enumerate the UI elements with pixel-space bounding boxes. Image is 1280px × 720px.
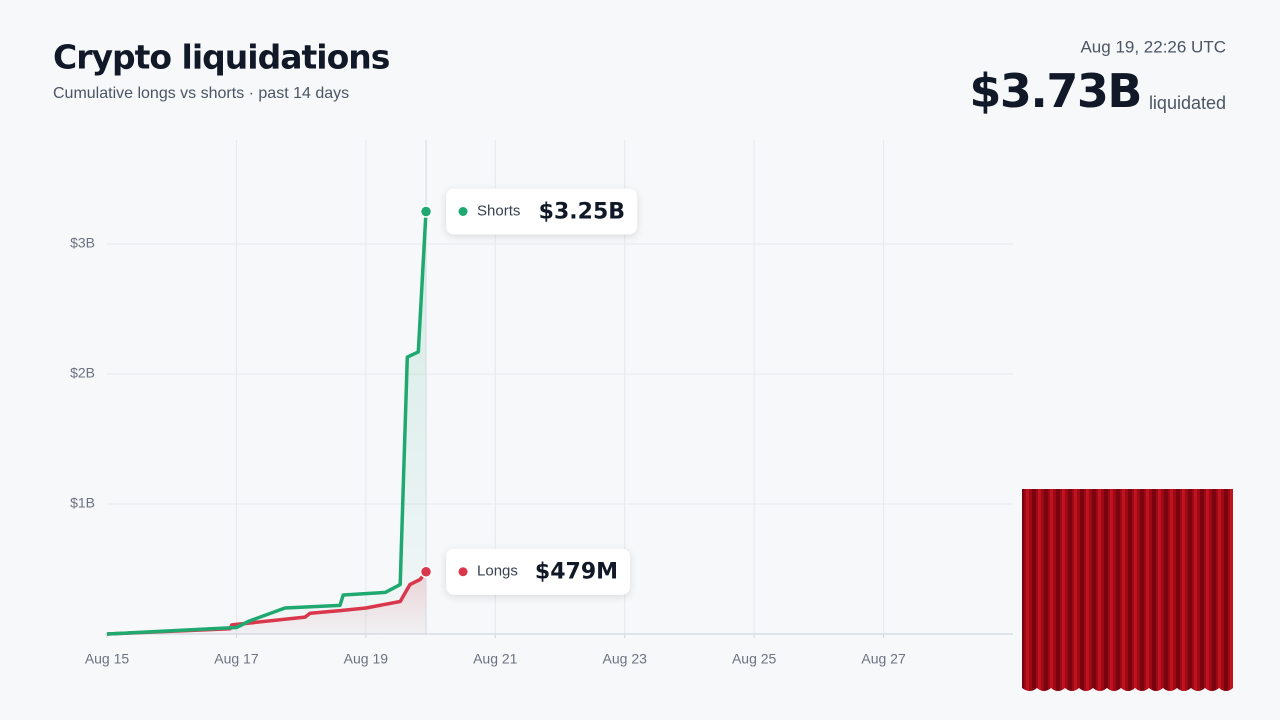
x-tick-label: Aug 25: [732, 651, 777, 667]
x-tick-label: Aug 19: [344, 651, 389, 667]
legend-name: Longs: [477, 563, 518, 580]
x-tick-label: Aug 27: [861, 651, 906, 667]
legend-name: Shorts: [477, 202, 520, 219]
total-suffix: liquidated: [1149, 93, 1226, 113]
title: Crypto liquidations: [53, 38, 390, 77]
value-label: $479M: [535, 560, 618, 585]
series-area: [107, 211, 427, 634]
timestamp: Aug 19, 22:26 UTC: [1080, 37, 1226, 56]
x-tick-label: Aug 17: [214, 651, 259, 667]
subtitle: Cumulative longs vs shorts · past 14 day…: [53, 85, 349, 102]
y-tick-label: $2B: [70, 365, 95, 381]
x-tick-label: Aug 21: [473, 651, 518, 667]
x-tick-label: Aug 15: [85, 651, 130, 667]
legend-dot: [458, 207, 468, 216]
x-tick-label: Aug 23: [603, 651, 648, 667]
end-point: [419, 565, 433, 578]
plot: $1B $2B $3B Aug 15 Aug 17 Aug 19 Aug 21 Aug 23 A…: [70, 140, 1013, 667]
value-label: $3.25B: [539, 200, 625, 225]
callout-box: [446, 548, 631, 595]
y-tick-label: $1B: [70, 495, 95, 511]
curtain: [1022, 489, 1233, 691]
curtain-cloth: [1022, 489, 1233, 691]
end-point: [419, 205, 433, 218]
y-tick-label: $3B: [70, 235, 95, 251]
series-line: [106, 211, 428, 636]
legend-dot: [458, 567, 468, 577]
total-line: $3.73B liquidated: [969, 64, 1226, 118]
callout-box: [446, 188, 638, 235]
total: $3.73B: [969, 64, 1141, 118]
callout: Shorts $3.25B: [446, 188, 638, 235]
series-area: [107, 571, 427, 634]
callout: Longs $479M: [446, 548, 631, 595]
